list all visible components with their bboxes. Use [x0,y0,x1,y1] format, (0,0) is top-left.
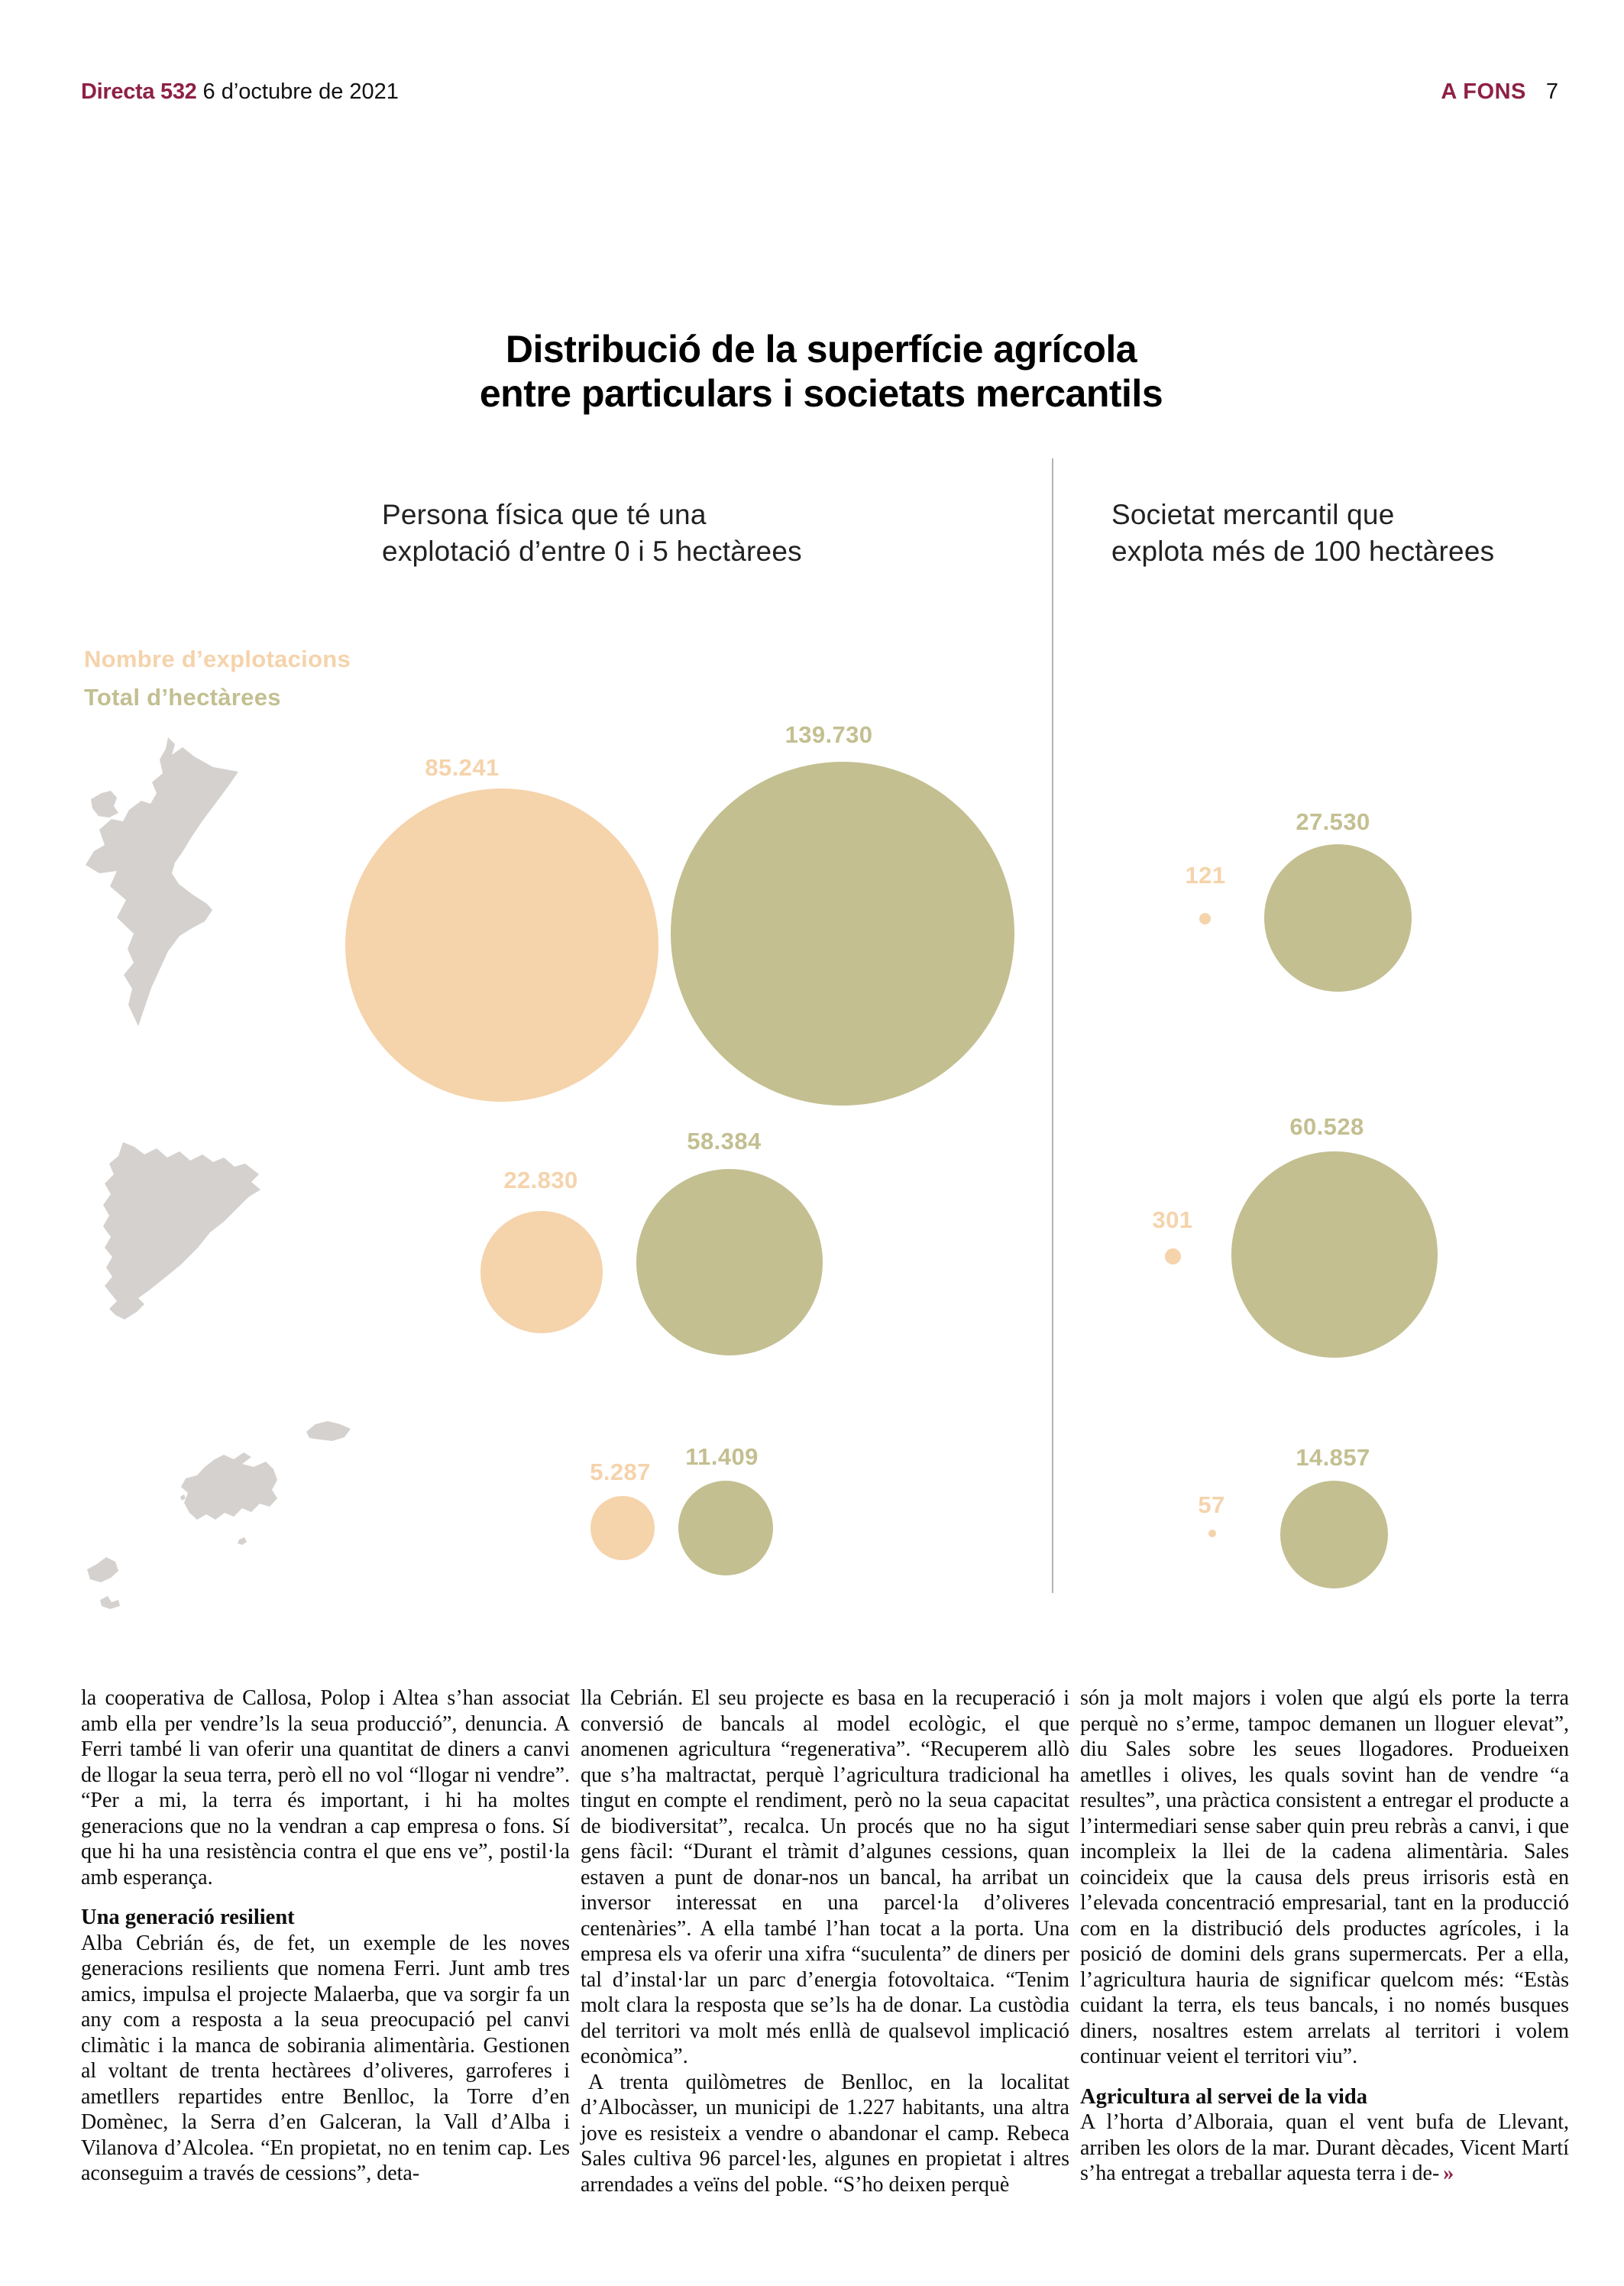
bubble-value-label: 301 [1152,1206,1193,1233]
bubble-explotacions [590,1496,655,1560]
article-paragraph: Alba Cebrián és, de fet, un exemple de l… [81,1931,570,2186]
bubble-value-label: 121 [1185,862,1226,889]
article-column-3: són ja molt majors i volen que algú els … [1080,1685,1569,2187]
article-column-2: lla Cebrián. El seu projecte es basa en … [581,1685,1069,2197]
bubble-explotacions [480,1211,603,1333]
bubble-value-label: 58.384 [687,1128,762,1154]
article-paragraph: A trenta quilòmetres de Benlloc, en la l… [581,2070,1069,2197]
masthead-page-number: 7 [1545,79,1558,104]
article-paragraph: A l’horta d’Alboraia, quan el vent bufa … [1080,2110,1569,2185]
masthead-section: A FONS [1441,79,1526,104]
article-paragraph: la cooperativa de Callosa, Polop i Altea… [81,1686,570,1889]
legend-item-hectarees: Total d’hectàrees [84,684,281,711]
bubble-value-label: 27.530 [1296,808,1370,835]
masthead-right: A FONS 7 [1441,79,1558,105]
bubble-hectarees [1263,843,1412,992]
bubble-hectarees [1231,1151,1438,1358]
bubble-value-label: 11.409 [685,1443,759,1470]
island-menorca [306,1421,351,1441]
group-header-right-line1: Societat mercantil que [1111,499,1395,530]
island-eivissa [87,1557,118,1582]
bubble-value-label: 60.528 [1289,1113,1364,1140]
map-catalunya [103,1142,260,1319]
bubble-value-label: 57 [1198,1491,1225,1518]
group-header-left-line2: explotació d’entre 0 i 5 hectàrees [382,536,802,567]
article-paragraph: lla Cebrián. El seu projecte es basa en … [581,1686,1069,2068]
map-pais-valencia [86,737,238,1026]
article-paragraph: són ja molt majors i volen que algú els … [1080,1686,1569,2068]
bubble-hectarees [671,762,1014,1106]
group-header-left-line1: Persona física que té una [382,499,707,530]
island-mallorca [181,1452,277,1520]
bubble-value-label: 85.241 [425,754,500,781]
masthead-left: Directa 532 6 d’octubre de 2021 [81,79,399,105]
chart-title-line1: Distribució de la superfície agrícola [505,328,1137,371]
chart-title-line2: entre particulars i societats mercantils [479,372,1163,415]
bubble-value-label: 139.730 [785,721,873,748]
bubble-explotacions [1199,912,1211,924]
article-column-1: la cooperativa de Callosa, Polop i Altea… [81,1685,570,2187]
bubble-value-label: 5.287 [590,1459,651,1485]
masthead-date: 6 d’octubre de 2021 [202,79,399,104]
bubble-explotacions [345,788,658,1102]
island-dragonera [180,1494,186,1501]
group-header-societat-mercantil: Societat mercantil que explota més de 10… [1111,497,1494,570]
island-formentera [100,1596,120,1609]
island-cabrera [238,1537,247,1545]
continuation-arrow-icon: » [1439,2161,1454,2185]
map-illes-balears [87,1421,351,1609]
article-subheading: Una generació resilient [81,1906,295,1929]
bubble-hectarees [636,1169,823,1355]
bubble-value-label: 14.857 [1296,1444,1370,1471]
bubble-hectarees [1279,1480,1388,1588]
bubble-explotacions [1164,1248,1181,1264]
bubble-value-label: 22.830 [503,1167,578,1193]
article-subheading: Agricultura al servei de la vida [1080,2084,1367,2109]
legend-item-explotacions: Nombre d’explotacions [84,646,351,672]
bubble-explotacions [1208,1530,1216,1537]
group-header-persona-fisica: Persona física que té una explotació d’e… [382,497,802,570]
chart-legend: Nombre d’explotacions Total d’hectàrees [84,640,351,717]
chart-title: Distribució de la superfície agrícola en… [480,327,1163,416]
bubble-hectarees [678,1481,773,1575]
group-header-right-line2: explota més de 100 hectàrees [1111,536,1495,567]
masthead-brand: Directa 532 [81,79,197,104]
column-divider [1052,458,1053,1593]
